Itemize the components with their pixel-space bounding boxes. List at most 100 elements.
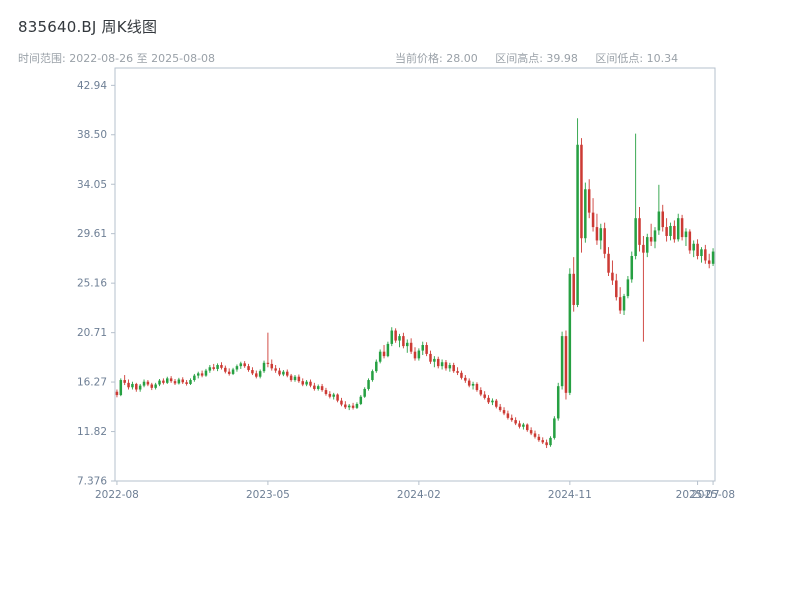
candle (347, 403, 351, 411)
candle (553, 416, 556, 440)
candle-body (615, 280, 618, 298)
candle-body (545, 442, 548, 446)
candle (394, 328, 397, 343)
candle-body (696, 243, 699, 257)
candle (498, 403, 502, 412)
x-tick-label: 2025-08 (691, 489, 735, 501)
candle (181, 377, 184, 384)
candle (479, 387, 483, 397)
candle (375, 359, 378, 373)
candle-body (495, 400, 498, 407)
candle-body (146, 381, 150, 385)
candle-body (320, 386, 324, 391)
y-tick-label: 25.16 (77, 278, 107, 290)
candle (649, 223, 653, 246)
candle (131, 381, 134, 390)
candle (173, 378, 177, 386)
candle (235, 364, 239, 372)
candle (549, 436, 552, 447)
candle (123, 375, 126, 386)
candle-body (181, 379, 184, 383)
candle (587, 179, 591, 219)
candle (564, 330, 568, 400)
candle (541, 437, 544, 445)
current-price-label: 当前价格: 28.00 (395, 52, 478, 65)
candle (386, 341, 390, 358)
candle (255, 370, 258, 379)
candle-body (688, 231, 692, 251)
candle (591, 198, 595, 232)
candle (224, 365, 227, 374)
candle-body (309, 381, 312, 386)
candle-body (282, 371, 285, 375)
candle-body (514, 420, 517, 424)
candle-body (247, 366, 250, 371)
candle (711, 248, 715, 267)
candle (615, 273, 618, 301)
candle-body (127, 382, 130, 388)
candle (526, 423, 529, 432)
candle-body (220, 365, 223, 368)
candle (406, 339, 409, 353)
candle-body (607, 253, 610, 273)
candle (425, 342, 428, 357)
y-tick-label: 11.82 (77, 426, 107, 438)
candle (692, 240, 695, 258)
candle (382, 345, 386, 359)
candle-body (491, 400, 494, 403)
candle (622, 293, 626, 315)
candle-body (158, 380, 161, 385)
candle (320, 383, 324, 392)
y-tick-label: 38.50 (77, 129, 107, 141)
candle-body (452, 365, 455, 372)
candle-body (293, 376, 297, 381)
candle-body (460, 372, 463, 378)
y-tick-label: 42.94 (77, 80, 107, 92)
candle-body (262, 362, 266, 372)
candle-body (661, 211, 664, 228)
candle-body (533, 433, 537, 437)
candle-body (669, 225, 672, 236)
candle-body (378, 351, 382, 362)
candle-body (564, 336, 568, 393)
candle-body (367, 380, 370, 389)
candle (196, 371, 200, 379)
candle (309, 379, 312, 388)
candle (189, 378, 192, 386)
candle-body (456, 371, 459, 373)
candle-body (270, 363, 274, 369)
candle-body (553, 418, 556, 438)
candle (239, 361, 243, 369)
candle (707, 253, 711, 269)
candle-body (398, 336, 401, 341)
candle-body (305, 381, 308, 385)
candle-body (591, 212, 595, 228)
candle-body (266, 362, 270, 364)
candle (417, 348, 421, 361)
candle-body (274, 368, 277, 371)
candle-body (700, 249, 703, 257)
candle (332, 392, 335, 400)
candle (688, 229, 692, 254)
candle-body (138, 385, 142, 390)
candle-body (444, 362, 448, 369)
candle-body (359, 396, 363, 404)
plot-border (114, 67, 716, 482)
x-tick-label: 2025-07 (676, 489, 720, 501)
candle (506, 410, 510, 420)
candle (514, 417, 517, 426)
x-tick-label: 2022-08 (95, 489, 139, 501)
y-tick-label: 34.05 (77, 179, 107, 191)
candle (638, 207, 641, 252)
candle (684, 228, 688, 246)
candle (301, 378, 304, 387)
candle-body (417, 350, 421, 359)
candle-body (537, 436, 541, 441)
candle (371, 369, 374, 382)
candle (297, 374, 301, 383)
candle (680, 214, 684, 241)
candle (135, 382, 138, 392)
candle-body (224, 367, 227, 372)
candle-body (212, 367, 215, 369)
candle (208, 365, 212, 373)
